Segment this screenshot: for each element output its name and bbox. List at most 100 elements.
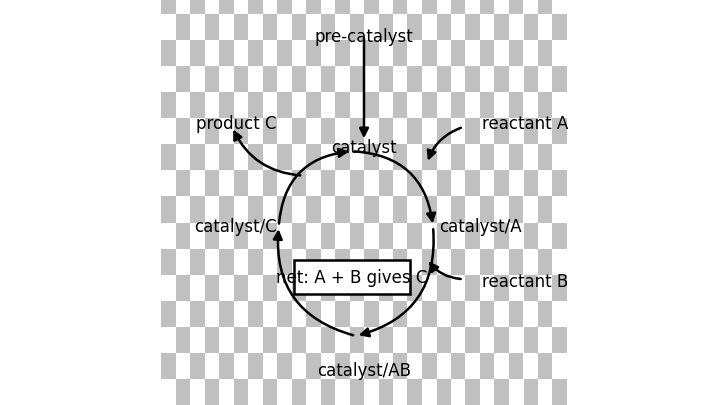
Bar: [494, 223, 509, 249]
Bar: [291, 41, 306, 67]
Bar: [422, 301, 437, 327]
Bar: [437, 67, 451, 93]
Bar: [277, 15, 291, 41]
Bar: [248, 327, 263, 353]
Bar: [494, 249, 509, 275]
Bar: [494, 93, 509, 119]
Bar: [422, 119, 437, 145]
Bar: [553, 249, 567, 275]
Bar: [553, 0, 567, 15]
Bar: [437, 119, 451, 145]
Bar: [538, 275, 553, 301]
Text: catalyst/C: catalyst/C: [194, 218, 277, 236]
Bar: [205, 379, 219, 405]
Bar: [263, 379, 277, 405]
Bar: [349, 15, 364, 41]
Bar: [538, 15, 553, 41]
Bar: [277, 301, 291, 327]
Bar: [234, 327, 248, 353]
Bar: [175, 249, 190, 275]
Bar: [291, 171, 306, 197]
Bar: [538, 171, 553, 197]
Bar: [263, 145, 277, 171]
Bar: [335, 379, 349, 405]
Bar: [465, 41, 480, 67]
Bar: [234, 223, 248, 249]
Bar: [509, 249, 523, 275]
Bar: [349, 197, 364, 223]
Bar: [364, 15, 379, 41]
Bar: [553, 15, 567, 41]
Bar: [349, 41, 364, 67]
Bar: [248, 275, 263, 301]
Bar: [523, 197, 538, 223]
Bar: [320, 67, 335, 93]
Bar: [451, 41, 465, 67]
Bar: [364, 171, 379, 197]
Bar: [335, 0, 349, 15]
Bar: [219, 41, 234, 67]
Text: net: A + B gives C: net: A + B gives C: [276, 269, 427, 286]
Bar: [320, 301, 335, 327]
Bar: [408, 15, 422, 41]
Bar: [465, 119, 480, 145]
Bar: [393, 93, 408, 119]
Bar: [306, 275, 320, 301]
Bar: [161, 327, 175, 353]
Bar: [263, 171, 277, 197]
Bar: [408, 353, 422, 379]
Bar: [234, 145, 248, 171]
Bar: [161, 379, 175, 405]
Bar: [364, 197, 379, 223]
Bar: [161, 249, 175, 275]
Bar: [263, 93, 277, 119]
Bar: [523, 249, 538, 275]
Bar: [219, 353, 234, 379]
Bar: [320, 275, 335, 301]
Bar: [538, 223, 553, 249]
Bar: [320, 145, 335, 171]
Bar: [523, 93, 538, 119]
Bar: [582, 67, 596, 93]
Bar: [523, 301, 538, 327]
Bar: [480, 197, 494, 223]
Bar: [175, 15, 190, 41]
Bar: [335, 119, 349, 145]
Bar: [234, 41, 248, 67]
Bar: [234, 275, 248, 301]
Bar: [480, 171, 494, 197]
Bar: [294, 260, 410, 295]
Bar: [320, 249, 335, 275]
Bar: [205, 41, 219, 67]
Bar: [582, 197, 596, 223]
Bar: [379, 353, 393, 379]
Bar: [263, 67, 277, 93]
Bar: [175, 0, 190, 15]
Bar: [422, 93, 437, 119]
Bar: [567, 171, 582, 197]
Bar: [349, 353, 364, 379]
Bar: [291, 353, 306, 379]
Bar: [553, 353, 567, 379]
Bar: [277, 327, 291, 353]
Bar: [494, 301, 509, 327]
Bar: [205, 223, 219, 249]
Bar: [494, 119, 509, 145]
Bar: [205, 249, 219, 275]
Bar: [379, 15, 393, 41]
Bar: [379, 0, 393, 15]
Bar: [175, 379, 190, 405]
Bar: [335, 93, 349, 119]
Bar: [234, 119, 248, 145]
Bar: [437, 327, 451, 353]
Bar: [582, 275, 596, 301]
Bar: [523, 41, 538, 67]
Bar: [248, 379, 263, 405]
Bar: [335, 145, 349, 171]
Bar: [234, 67, 248, 93]
Bar: [379, 171, 393, 197]
Bar: [379, 327, 393, 353]
Bar: [161, 197, 175, 223]
Bar: [538, 353, 553, 379]
Bar: [393, 67, 408, 93]
